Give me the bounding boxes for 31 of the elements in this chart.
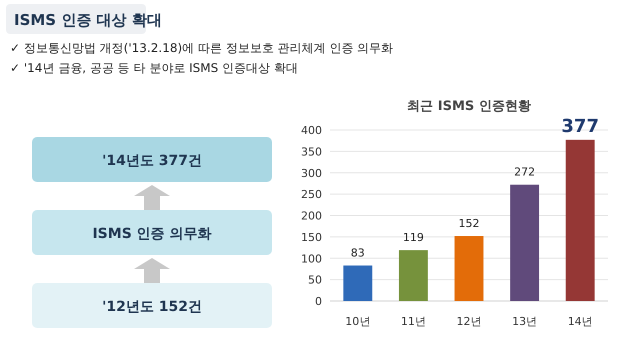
y-tick-label: 350: [301, 145, 322, 158]
bar: [343, 266, 372, 301]
data-label: 152: [458, 217, 480, 230]
bar: [454, 236, 484, 301]
text: ISMS 인증 의무화: [92, 226, 212, 242]
y-tick-label: 0: [315, 295, 322, 308]
text: '12년도 152건: [102, 299, 202, 315]
bar: [398, 250, 428, 301]
chart-title: 최근 ISMS 인증현황: [407, 99, 531, 114]
y-tick-label: 150: [301, 230, 322, 244]
y-tick-label: 100: [301, 252, 322, 266]
text: ISMS 인증 대상 확대: [14, 11, 162, 29]
data-label: 377: [561, 116, 599, 137]
text: ✓ 정보통신망법 개정('13.2.18)에 따른 정보보호 관리체계 인증 의무화: [10, 41, 394, 55]
y-tick-label: 300: [301, 166, 322, 180]
x-tick-label: 14년: [568, 315, 593, 328]
bar: [566, 140, 595, 301]
y-tick-label: 50: [308, 274, 322, 287]
x-tick-label: 11년: [400, 315, 426, 328]
y-tick-label: 250: [301, 188, 322, 202]
x-tick-label: 10년: [345, 315, 370, 328]
x-tick-label: 13년: [512, 315, 538, 328]
text: '14년도 377건: [102, 153, 202, 169]
data-label: 83: [350, 246, 365, 260]
y-tick-label: 200: [301, 210, 322, 222]
y-tick-label: 400: [301, 124, 322, 137]
data-label: 119: [402, 231, 424, 244]
text: ✓ '14년 금융, 공공 등 타 분야로 ISMS 인증대상 확대: [10, 61, 298, 75]
bar: [510, 184, 540, 301]
x-tick-label: 12년: [456, 315, 482, 328]
data-label: 272: [514, 166, 536, 179]
